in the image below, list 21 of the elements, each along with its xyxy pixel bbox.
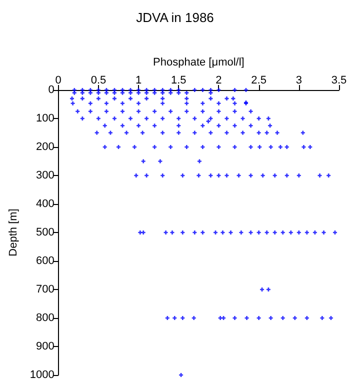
- x-axis-title: Phosphate [μmol/l]: [153, 56, 244, 68]
- x-tick-label: 2.5: [251, 74, 266, 86]
- y-tick-label: 800: [36, 312, 54, 324]
- y-tick-label: 400: [36, 198, 54, 210]
- y-tick-label: 200: [36, 141, 54, 153]
- y-tick-label: 0: [48, 84, 54, 96]
- x-tick-label: 2: [216, 74, 222, 86]
- chart-title: JDVA in 1986: [136, 10, 214, 25]
- x-tick-label: 3.5: [331, 74, 347, 86]
- x-tick-label: 1.5: [170, 74, 186, 86]
- y-tick-label: 1000: [30, 369, 54, 381]
- x-tick-label: 3: [296, 74, 302, 86]
- y-tick-label: 300: [36, 170, 54, 182]
- y-axis-title: Depth [m]: [8, 208, 20, 256]
- y-tick-label: 100: [36, 112, 54, 124]
- x-tick-label: 0.5: [90, 74, 106, 86]
- y-tick-label: 700: [36, 284, 54, 296]
- y-tick-label: 500: [36, 226, 54, 238]
- x-tick-label: 1: [135, 74, 142, 86]
- y-tick-label: 600: [36, 255, 54, 267]
- y-tick-label: 900: [36, 340, 54, 352]
